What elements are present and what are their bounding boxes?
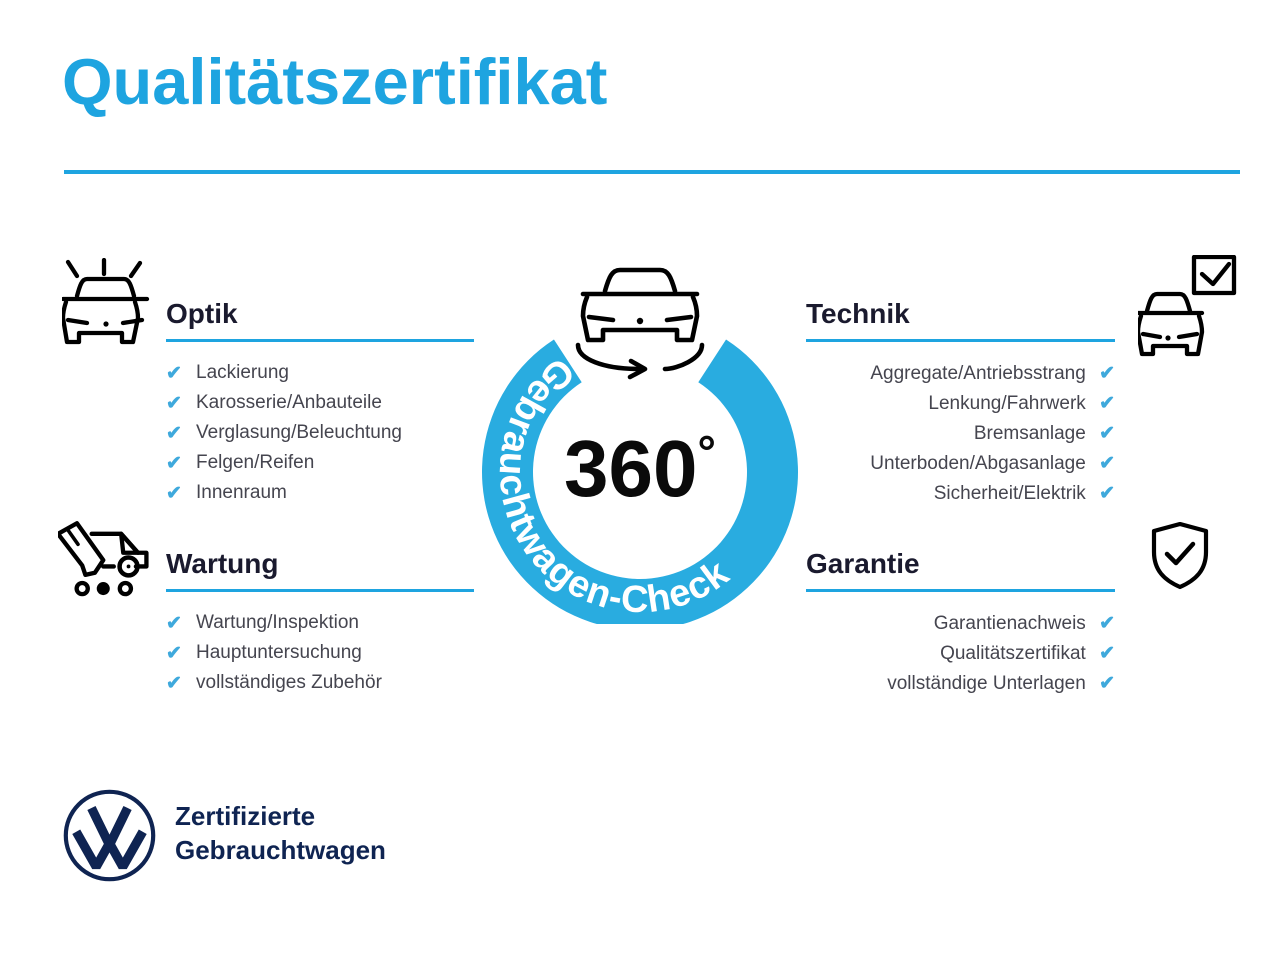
svg-text:360°: 360°: [564, 424, 716, 513]
